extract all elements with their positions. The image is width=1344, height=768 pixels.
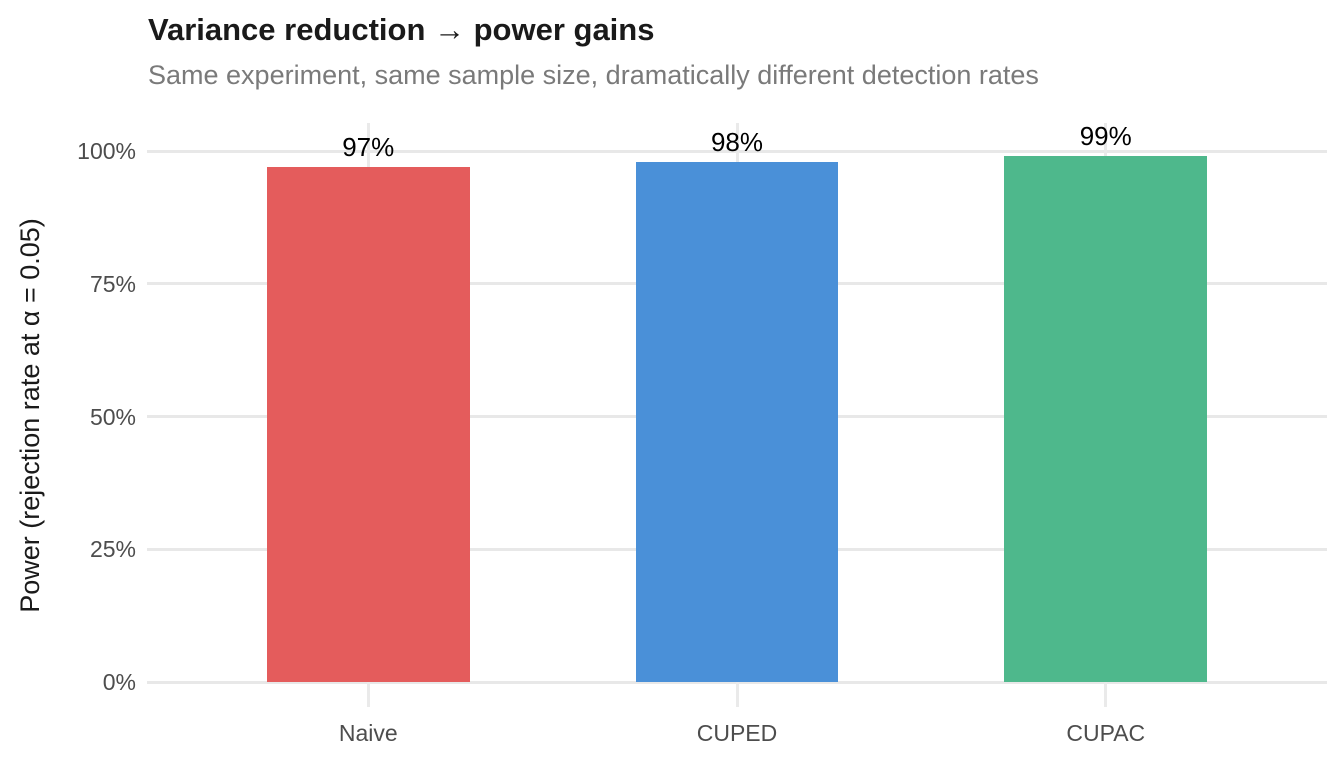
y-axis-title: Power (rejection rate at α = 0.05) — [14, 217, 45, 613]
x-tick-label: CUPED — [696, 720, 778, 746]
y-tick-label: 75% — [89, 270, 136, 297]
bar-cuped — [635, 161, 839, 682]
y-axis-title-wrap: Power (rejection rate at α = 0.05) — [2, 123, 58, 707]
y-tick-label: 50% — [89, 403, 136, 430]
y-tick-label: 0% — [102, 669, 136, 695]
chart-title: Variance reduction → power gains — [148, 12, 655, 47]
bar-cupac — [1004, 156, 1208, 682]
y-tick-label: 100% — [77, 138, 136, 164]
bar-naive — [266, 166, 470, 682]
x-tick-label: Naive — [338, 720, 398, 746]
y-tick-label: 25% — [89, 536, 136, 563]
x-tick-label: CUPAC — [1066, 720, 1146, 746]
chart-subtitle: Same experiment, same sample size, drama… — [148, 60, 1039, 90]
bar-value-label: 97% — [342, 131, 395, 162]
bar-value-label: 99% — [1079, 121, 1132, 152]
plot-panel: 0% 25% 50% 75% 100% 97% Naive 98% CUPED 99% CUPAC — [77, 121, 1327, 746]
bar-value-label: 98% — [710, 126, 764, 157]
